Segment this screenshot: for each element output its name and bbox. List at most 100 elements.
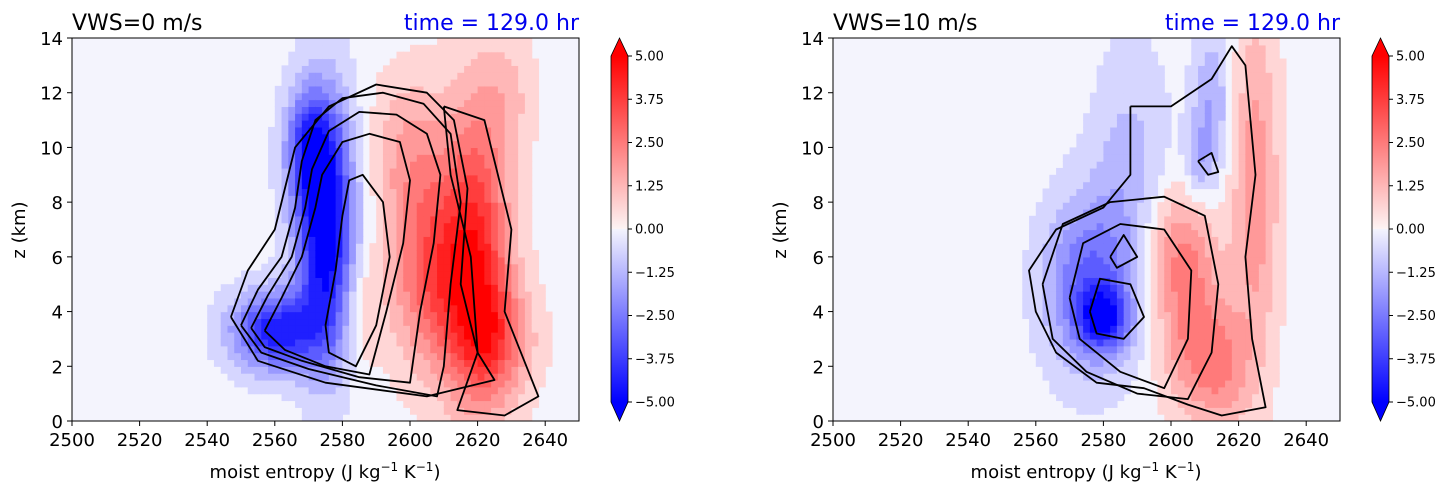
field-cell — [1116, 338, 1125, 347]
field-cell — [545, 318, 553, 326]
field-cell — [1245, 120, 1253, 128]
field-cell — [437, 311, 445, 320]
field-cell — [403, 161, 411, 169]
field-cell — [335, 195, 343, 203]
field-cell — [450, 366, 458, 374]
field-cell — [1258, 338, 1267, 347]
field-cell — [538, 359, 546, 367]
field-cell — [1157, 65, 1165, 73]
field-cell — [1218, 284, 1226, 292]
field-cell — [1218, 120, 1226, 128]
field-cell — [403, 277, 411, 285]
field-cell — [410, 325, 418, 333]
field-cell — [328, 79, 337, 87]
field-cell — [484, 284, 492, 292]
field-cell — [1265, 51, 1273, 60]
field-cell — [1076, 270, 1084, 278]
field-cell — [403, 99, 411, 107]
field-cell — [1137, 236, 1145, 244]
field-cell — [491, 236, 499, 244]
field-cell — [1123, 106, 1132, 114]
field-cell — [1076, 277, 1084, 285]
field-cell — [382, 208, 391, 217]
field-cell — [1231, 291, 1240, 299]
field-cell — [234, 338, 242, 347]
field-cell — [1218, 297, 1226, 306]
y-tick-label: 6 — [52, 248, 63, 269]
field-cell — [497, 359, 506, 367]
field-cell — [1238, 65, 1246, 73]
field-cell — [1204, 304, 1213, 313]
field-cell — [1258, 113, 1267, 121]
field-cell — [1218, 359, 1226, 367]
field-cell — [301, 277, 310, 285]
field-cell — [1056, 393, 1064, 402]
field-cell — [396, 58, 404, 66]
field-cell — [301, 414, 310, 421]
field-cell — [1062, 352, 1071, 361]
field-cell — [450, 236, 458, 244]
field-cell — [1035, 284, 1044, 292]
field-cell — [1137, 215, 1145, 224]
field-cell — [464, 215, 472, 224]
field-cell — [274, 154, 283, 162]
field-cell — [1056, 202, 1064, 210]
field-cell — [295, 277, 303, 285]
field-cell — [213, 291, 222, 299]
field-cell — [1049, 325, 1057, 333]
field-cell — [328, 222, 337, 231]
field-cell — [1272, 174, 1280, 183]
field-cell — [1204, 140, 1213, 149]
field-cell — [477, 332, 485, 340]
field-cell — [261, 373, 269, 381]
field-cell — [477, 325, 485, 333]
field-cell — [457, 72, 465, 80]
field-cell — [416, 65, 425, 73]
field-cell — [1042, 325, 1050, 333]
field-cell — [1103, 51, 1111, 60]
field-cell — [497, 393, 506, 402]
field-cell — [1123, 256, 1132, 265]
field-cell — [1231, 304, 1240, 313]
field-cell — [268, 366, 276, 374]
field-cell — [1062, 243, 1071, 251]
field-cell — [1110, 270, 1118, 278]
field-cell — [376, 256, 384, 265]
field-cell — [295, 99, 303, 107]
field-cell — [1137, 325, 1145, 333]
field-cell — [355, 161, 364, 169]
field-cell — [511, 181, 519, 190]
field-cell — [295, 147, 303, 155]
field-cell — [1157, 250, 1165, 258]
field-cell — [1123, 147, 1132, 155]
field-cell — [1231, 174, 1240, 183]
field-cell — [416, 140, 425, 149]
field-cell — [288, 161, 296, 169]
field-cell — [1191, 250, 1199, 258]
field-cell — [1137, 161, 1145, 169]
field-cell — [1265, 304, 1273, 313]
field-cell — [1150, 174, 1159, 183]
field-cell — [416, 332, 425, 340]
field-cell — [1177, 202, 1186, 210]
field-cell — [281, 379, 289, 388]
field-cell — [1083, 379, 1091, 388]
field-cell — [1177, 188, 1186, 196]
field-cell — [389, 181, 398, 190]
field-cell — [1137, 263, 1145, 272]
field-cell — [1083, 297, 1091, 306]
field-cell — [457, 44, 465, 53]
field-cell — [1238, 304, 1246, 313]
field-cell — [511, 256, 519, 265]
field-cell — [450, 140, 458, 149]
field-cell — [1110, 79, 1118, 87]
field-cell — [382, 250, 391, 258]
field-cell — [1231, 133, 1240, 142]
field-cell — [1042, 345, 1050, 354]
field-cell — [1238, 263, 1246, 272]
field-cell — [1042, 277, 1050, 285]
field-cell — [518, 58, 526, 66]
field-cell — [301, 366, 310, 374]
field-cell — [1272, 297, 1280, 306]
field-cell — [1191, 79, 1199, 87]
